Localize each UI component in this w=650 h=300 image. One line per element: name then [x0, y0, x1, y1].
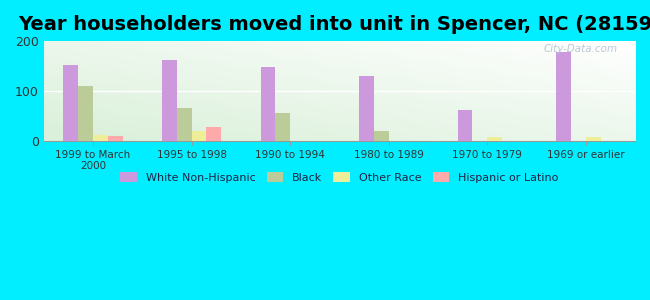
- Bar: [78, 86, 93, 141]
- Bar: [276, 113, 290, 141]
- Bar: [206, 127, 221, 141]
- Bar: [374, 131, 389, 141]
- Title: Year householders moved into unit in Spencer, NC (28159): Year householders moved into unit in Spe…: [18, 15, 650, 34]
- Bar: [108, 136, 123, 141]
- Bar: [261, 67, 276, 141]
- Bar: [64, 65, 78, 141]
- Legend: White Non-Hispanic, Black, Other Race, Hispanic or Latino: White Non-Hispanic, Black, Other Race, H…: [120, 172, 558, 183]
- Bar: [162, 59, 177, 141]
- Bar: [586, 137, 601, 141]
- Bar: [488, 137, 502, 141]
- Bar: [556, 52, 571, 141]
- Bar: [192, 131, 206, 141]
- Bar: [359, 76, 374, 141]
- Text: City-Data.com: City-Data.com: [543, 44, 618, 54]
- Bar: [93, 135, 108, 141]
- Bar: [458, 110, 473, 141]
- Bar: [177, 108, 192, 141]
